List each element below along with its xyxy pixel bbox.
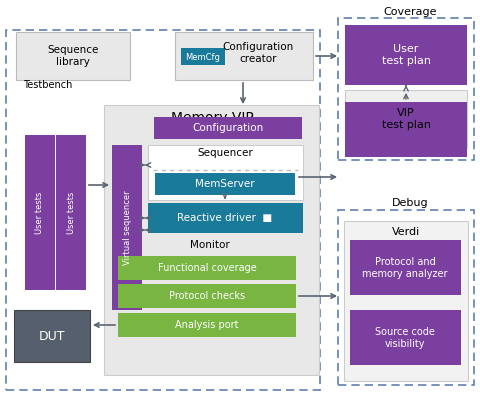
Text: MemServer: MemServer bbox=[195, 179, 255, 189]
FancyBboxPatch shape bbox=[350, 310, 461, 365]
Text: Virtual sequencer: Virtual sequencer bbox=[122, 191, 132, 265]
FancyBboxPatch shape bbox=[118, 313, 296, 337]
Text: Coverage
database: Coverage database bbox=[379, 169, 433, 191]
Text: Configuration: Configuration bbox=[192, 123, 264, 133]
Bar bbox=[6, 30, 320, 390]
FancyBboxPatch shape bbox=[345, 90, 467, 148]
Text: Verdi: Verdi bbox=[392, 227, 420, 237]
FancyBboxPatch shape bbox=[25, 135, 55, 290]
Text: User
test plan: User test plan bbox=[382, 44, 431, 66]
Text: Source code
visibility: Source code visibility bbox=[375, 327, 435, 349]
Text: Configuration
creator: Configuration creator bbox=[222, 42, 294, 64]
Text: Monitor: Monitor bbox=[190, 240, 230, 250]
FancyBboxPatch shape bbox=[118, 256, 296, 280]
Text: MemCfg: MemCfg bbox=[186, 53, 220, 62]
FancyBboxPatch shape bbox=[350, 240, 461, 295]
FancyBboxPatch shape bbox=[112, 145, 142, 310]
FancyBboxPatch shape bbox=[56, 135, 86, 290]
FancyBboxPatch shape bbox=[345, 25, 467, 85]
FancyBboxPatch shape bbox=[181, 48, 225, 65]
Text: Functional coverage: Functional coverage bbox=[157, 263, 256, 273]
Text: Protocol checks: Protocol checks bbox=[169, 291, 245, 301]
FancyBboxPatch shape bbox=[345, 102, 467, 157]
Text: Debug: Debug bbox=[392, 198, 428, 208]
Text: User tests: User tests bbox=[36, 192, 45, 234]
Text: Reactive driver  ■: Reactive driver ■ bbox=[178, 213, 273, 223]
FancyBboxPatch shape bbox=[154, 117, 302, 139]
FancyBboxPatch shape bbox=[175, 32, 313, 80]
Text: DUT: DUT bbox=[39, 329, 65, 342]
FancyBboxPatch shape bbox=[155, 173, 295, 195]
FancyBboxPatch shape bbox=[148, 203, 303, 233]
FancyBboxPatch shape bbox=[344, 221, 468, 381]
FancyBboxPatch shape bbox=[14, 310, 90, 362]
Text: VIP
test plan: VIP test plan bbox=[382, 108, 431, 130]
FancyBboxPatch shape bbox=[104, 105, 319, 375]
FancyBboxPatch shape bbox=[118, 284, 296, 308]
Bar bbox=[338, 18, 474, 160]
Bar bbox=[338, 210, 474, 385]
Text: Analysis port: Analysis port bbox=[175, 320, 239, 330]
Text: User tests: User tests bbox=[67, 192, 75, 234]
Text: Sequencer: Sequencer bbox=[197, 148, 253, 158]
FancyBboxPatch shape bbox=[16, 32, 130, 80]
Text: Testbench: Testbench bbox=[23, 80, 72, 90]
Text: Protocol and
memory analyzer: Protocol and memory analyzer bbox=[362, 257, 448, 279]
Text: Sequence
library: Sequence library bbox=[48, 45, 99, 67]
Text: Coverage: Coverage bbox=[383, 7, 437, 17]
FancyBboxPatch shape bbox=[148, 145, 303, 200]
Text: Memory VIP: Memory VIP bbox=[170, 111, 253, 125]
